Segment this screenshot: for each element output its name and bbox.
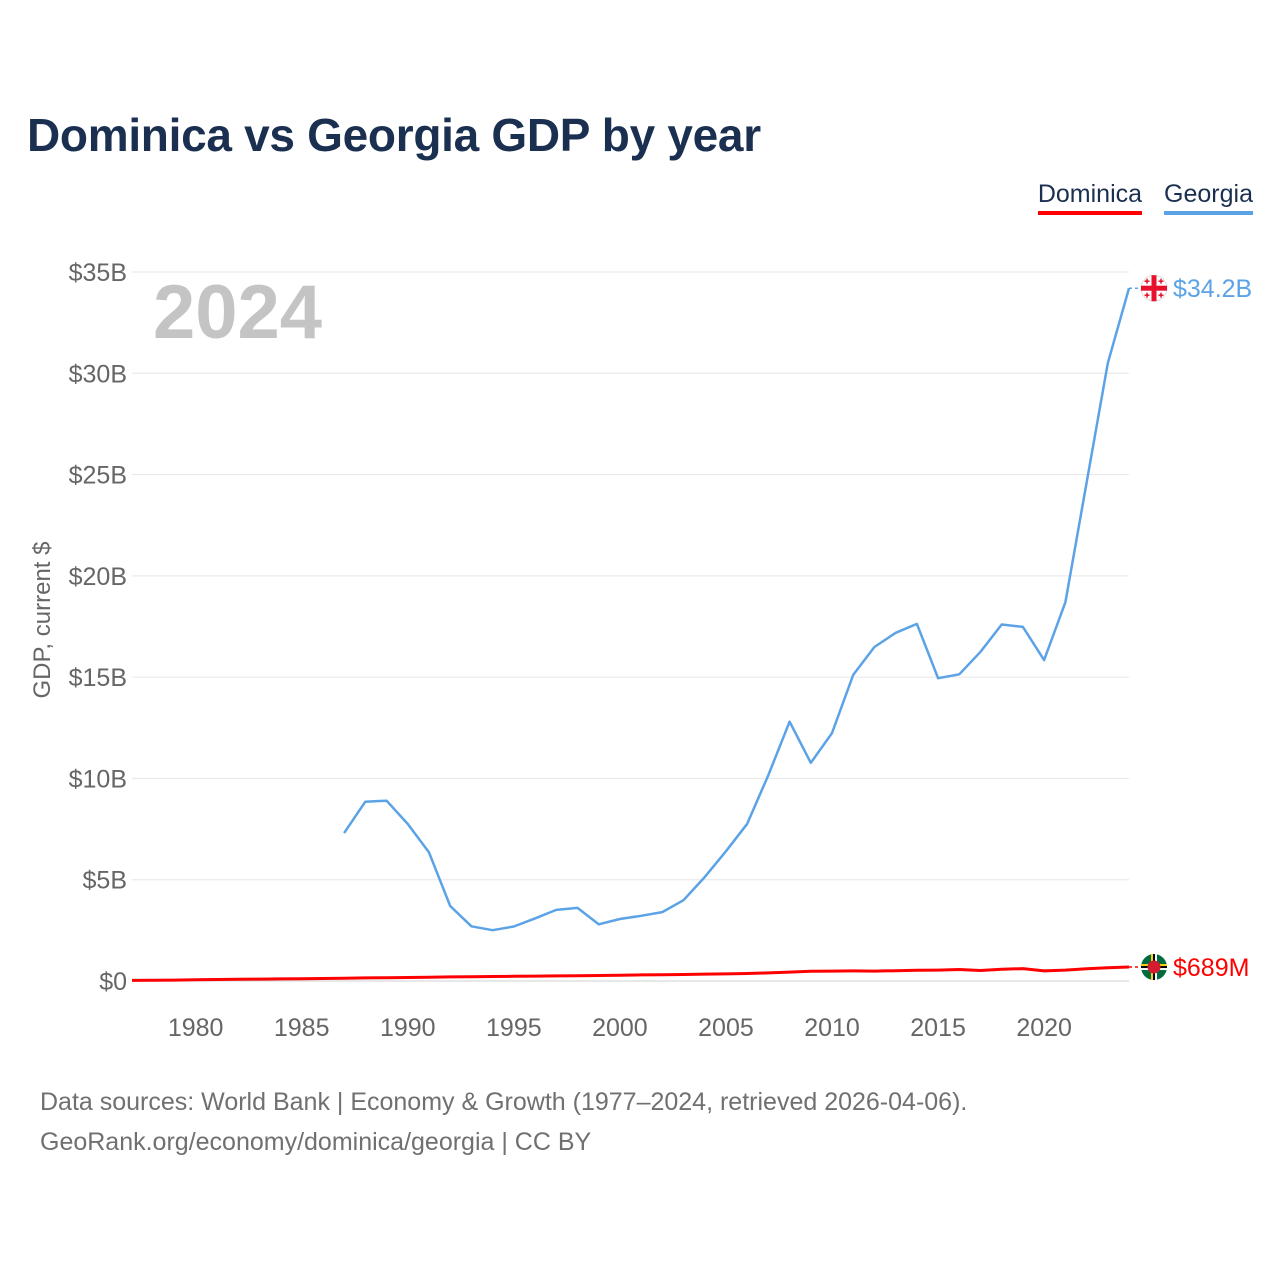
x-tick-label: 1980 (168, 1014, 224, 1042)
y-tick-label: $25B (69, 462, 127, 490)
end-value-label-georgia: $34.2B (1173, 275, 1252, 303)
gridlines (132, 271, 1129, 982)
x-tick-label: 2005 (698, 1014, 754, 1042)
source-line-2[interactable]: GeoRank.org/economy/dominica/georgia | C… (40, 1128, 592, 1156)
series-line-dominica[interactable] (131, 965, 1130, 982)
series-lines (131, 287, 1131, 982)
dominica-flag-icon (1141, 954, 1167, 981)
x-tick-label: 2010 (804, 1014, 860, 1042)
y-tick-label: $20B (69, 563, 127, 591)
y-tick-label: $35B (69, 259, 127, 287)
x-tick-label: 1985 (274, 1014, 330, 1042)
legend: Dominica Georgia (1037, 180, 1253, 215)
y-tick-label: $15B (69, 664, 127, 692)
legend-item-dominica[interactable]: Dominica (1037, 180, 1143, 215)
y-axis-label: GDP, current $ (29, 542, 56, 699)
series-line-georgia[interactable] (343, 287, 1131, 932)
year-label: 2024 (153, 270, 322, 355)
x-tick-label: 1995 (486, 1014, 542, 1042)
y-tick-label: $5B (83, 867, 127, 895)
legend-item-georgia[interactable]: Georgia (1164, 180, 1253, 215)
x-tick-label: 2000 (592, 1014, 648, 1042)
y-tick-label: $10B (69, 765, 127, 793)
x-tick-label: 2020 (1016, 1014, 1072, 1042)
y-axis-ticks: $0 $5B $10B $15B $20B $25B $30B $35B (69, 259, 127, 996)
chart-title: Dominica vs Georgia GDP by year (27, 109, 761, 161)
y-tick-label: $30B (69, 360, 127, 388)
georgia-flag-icon (1140, 274, 1168, 302)
end-markers: $689M $34.2B (1129, 274, 1252, 982)
source-line-1: Data sources: World Bank | Economy & Gro… (40, 1088, 968, 1116)
end-value-label-dominica: $689M (1173, 954, 1249, 982)
x-tick-label: 2015 (910, 1014, 966, 1042)
x-tick-label: 1990 (380, 1014, 436, 1042)
x-axis-ticks: 1980 1985 1990 1995 2000 2005 2010 2015 2020 (168, 1014, 1072, 1042)
source-note: Data sources: World Bank | Economy & Gro… (40, 1082, 967, 1162)
y-tick-label: $0 (99, 968, 127, 996)
